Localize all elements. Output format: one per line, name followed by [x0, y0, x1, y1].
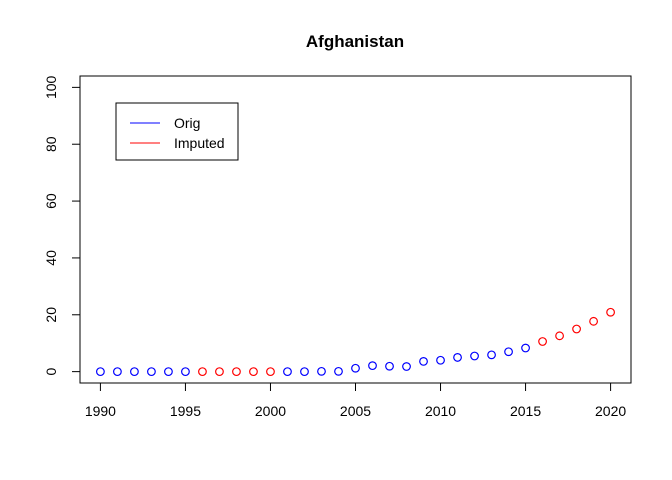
data-point-orig: [181, 367, 190, 377]
data-point-imputed: [249, 367, 258, 377]
data-point-orig: [402, 362, 411, 371]
y-axis: 0 20 40 60 80 100: [43, 75, 81, 376]
x-tick-label: 1990: [85, 403, 116, 419]
x-axis: 1990 1995 2000 2005 2010 2015 2020: [85, 382, 626, 419]
data-point-imputed: [232, 367, 241, 377]
y-tick-label: 80: [43, 136, 59, 152]
data-point-imputed: [606, 307, 615, 317]
data-points: [96, 307, 615, 377]
data-point-imputed: [572, 324, 581, 334]
data-point-orig: [96, 367, 105, 377]
legend-label-imputed: Imputed: [174, 135, 225, 151]
data-point-imputed: [215, 367, 224, 377]
chart-title: Afghanistan: [306, 32, 404, 51]
y-tick-label: 60: [43, 193, 59, 209]
data-point-orig: [453, 353, 462, 362]
data-point-orig: [334, 366, 343, 376]
data-point-imputed: [266, 367, 275, 377]
legend-box: [115, 102, 239, 161]
data-point-orig: [470, 351, 479, 361]
y-tick-label: 40: [43, 250, 59, 266]
data-point-orig: [368, 361, 377, 371]
data-point-orig: [147, 367, 156, 377]
data-point-imputed: [589, 316, 598, 326]
data-point-orig: [317, 366, 326, 376]
data-point-orig: [385, 361, 394, 371]
data-point-orig: [436, 355, 445, 365]
y-tick-label: 100: [43, 75, 59, 99]
data-point-orig: [419, 356, 428, 366]
x-tick-label: 2015: [510, 403, 541, 419]
y-tick-label: 20: [43, 307, 59, 323]
data-point-orig: [283, 367, 292, 377]
x-tick-label: 2020: [595, 403, 626, 419]
x-tick-label: 2000: [255, 403, 286, 419]
legend: Orig Imputed: [115, 102, 239, 161]
x-tick-label: 2010: [425, 403, 456, 419]
data-point-imputed: [538, 337, 547, 346]
data-point-orig: [521, 343, 530, 353]
data-point-orig: [113, 367, 122, 377]
x-tick-label: 1995: [170, 403, 201, 419]
data-point-orig: [351, 363, 360, 373]
legend-label-orig: Orig: [174, 115, 200, 131]
data-point-orig: [504, 347, 513, 357]
data-point-orig: [164, 367, 173, 377]
data-point-orig: [487, 350, 496, 360]
y-tick-label: 0: [43, 368, 59, 376]
data-point-imputed: [555, 331, 564, 341]
x-tick-label: 2005: [340, 403, 371, 419]
data-point-orig: [130, 367, 139, 377]
data-point-orig: [300, 367, 309, 377]
data-point-imputed: [198, 367, 207, 377]
